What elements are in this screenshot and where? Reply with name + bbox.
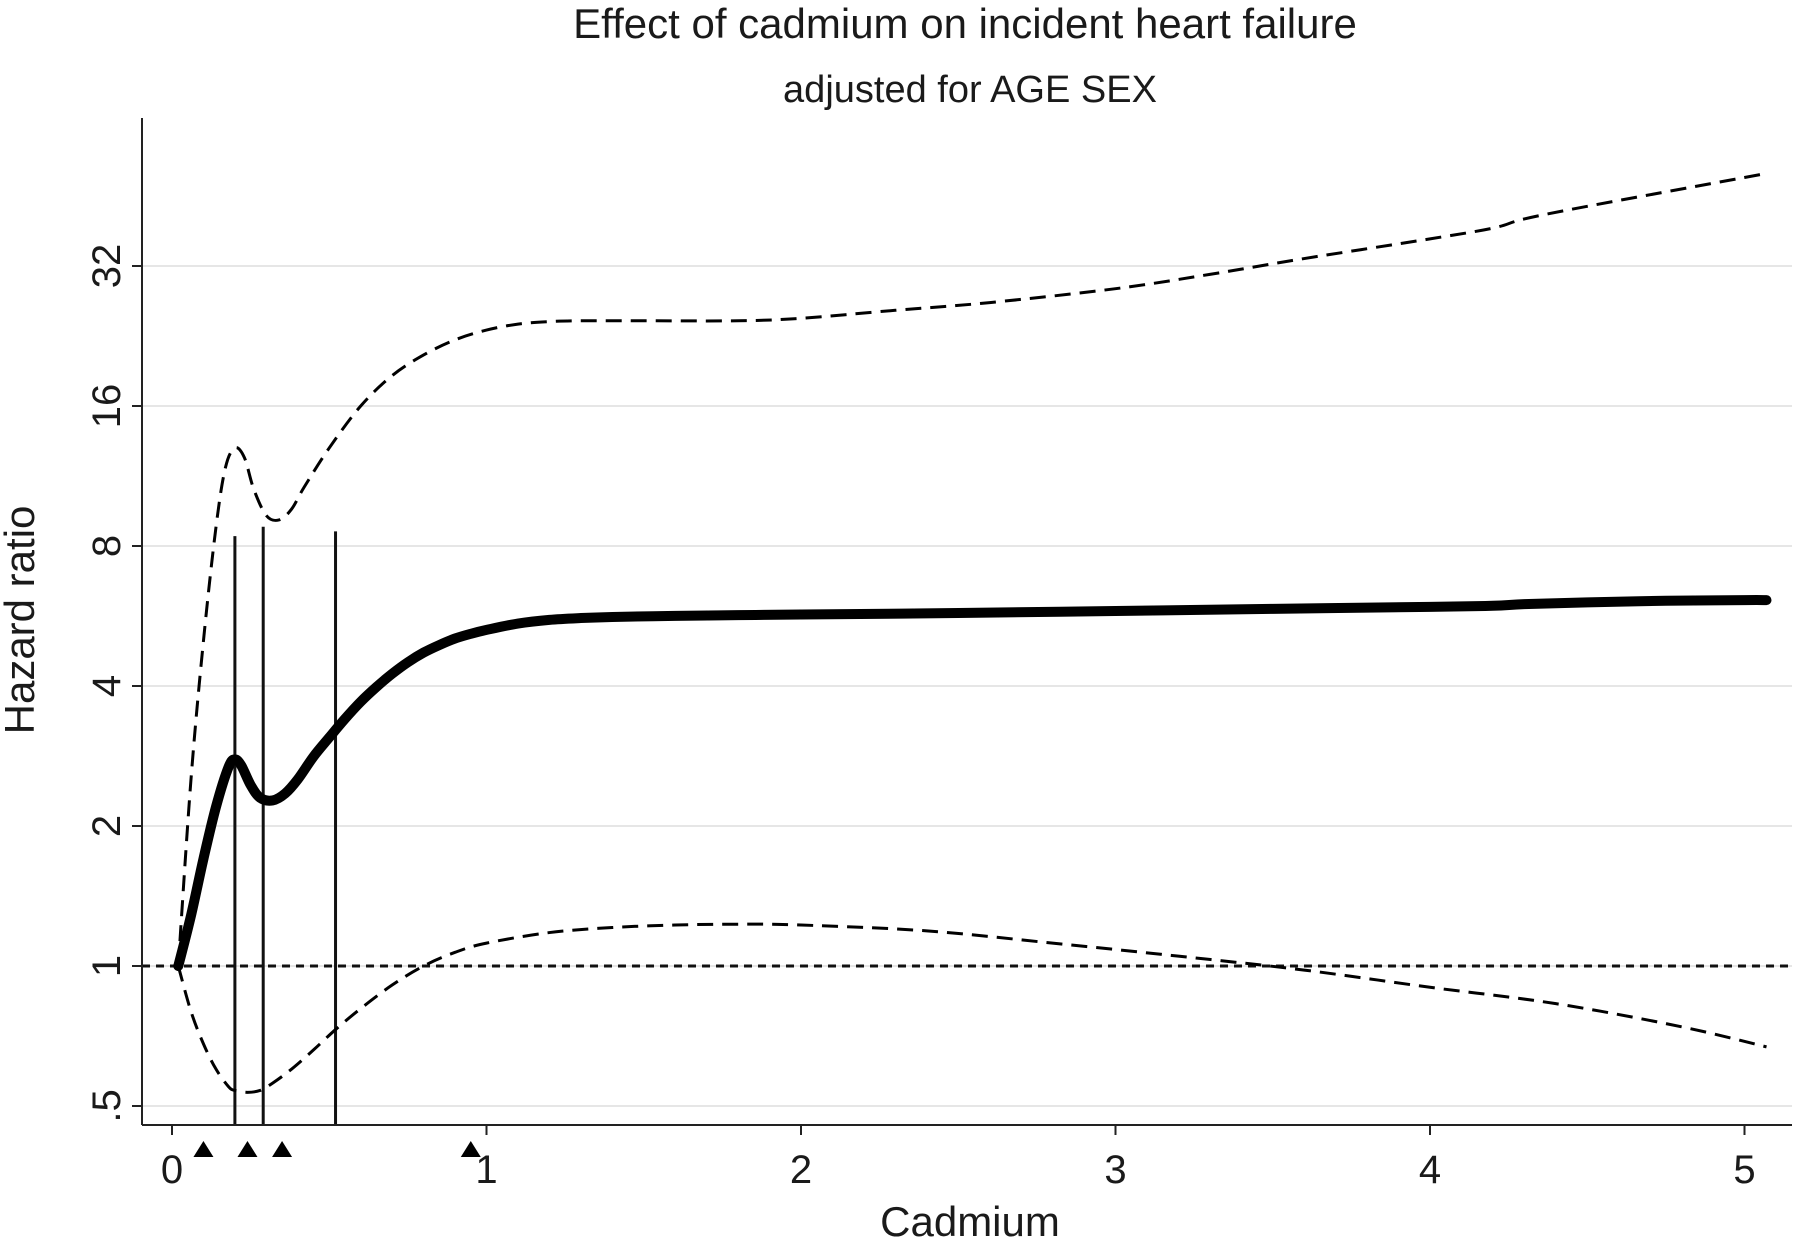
- x-axis-label: Cadmium: [880, 1198, 1060, 1244]
- series-line-lower-ci: [176, 922, 1767, 1094]
- y-tick-label: 16: [85, 384, 129, 429]
- x-tick-label: 3: [1104, 1148, 1126, 1192]
- chart-title: Effect of cadmium on incident heart fail…: [573, 0, 1357, 47]
- rug-marker: [237, 1141, 258, 1157]
- grid-lines: [142, 265, 1792, 1107]
- y-tick-label: 32: [85, 244, 129, 289]
- rug-markers: [193, 1141, 481, 1157]
- rug-marker: [460, 1141, 481, 1157]
- knot-lines: [233, 526, 338, 1125]
- y-tick-labels: .5 1 2 4 8 16 32: [85, 244, 129, 1123]
- y-tick-label: 4: [85, 675, 129, 697]
- y-tick-label: .5: [85, 1089, 129, 1122]
- y-tick-label: 1: [85, 955, 129, 977]
- x-tick-label: 1: [475, 1148, 497, 1192]
- x-tick-label: 4: [1419, 1148, 1441, 1192]
- y-tick-label: 8: [85, 535, 129, 557]
- x-tick-label: 2: [790, 1148, 812, 1192]
- x-tick-label: 5: [1733, 1148, 1755, 1192]
- rug-marker: [272, 1141, 293, 1157]
- series-layer: [173, 171, 1772, 1094]
- series-line-estimate: [173, 595, 1772, 971]
- axes: [132, 118, 1792, 1135]
- y-tick-label: 2: [85, 815, 129, 837]
- series-line-upper-ci: [176, 171, 1768, 967]
- x-tick-labels: 0 1 2 3 4 5: [161, 1148, 1756, 1192]
- x-tick-label: 0: [161, 1148, 183, 1192]
- chart-subtitle: adjusted for AGE SEX: [783, 69, 1157, 111]
- rug-marker: [193, 1141, 214, 1157]
- y-axis-label: Hazard ratio: [0, 506, 43, 735]
